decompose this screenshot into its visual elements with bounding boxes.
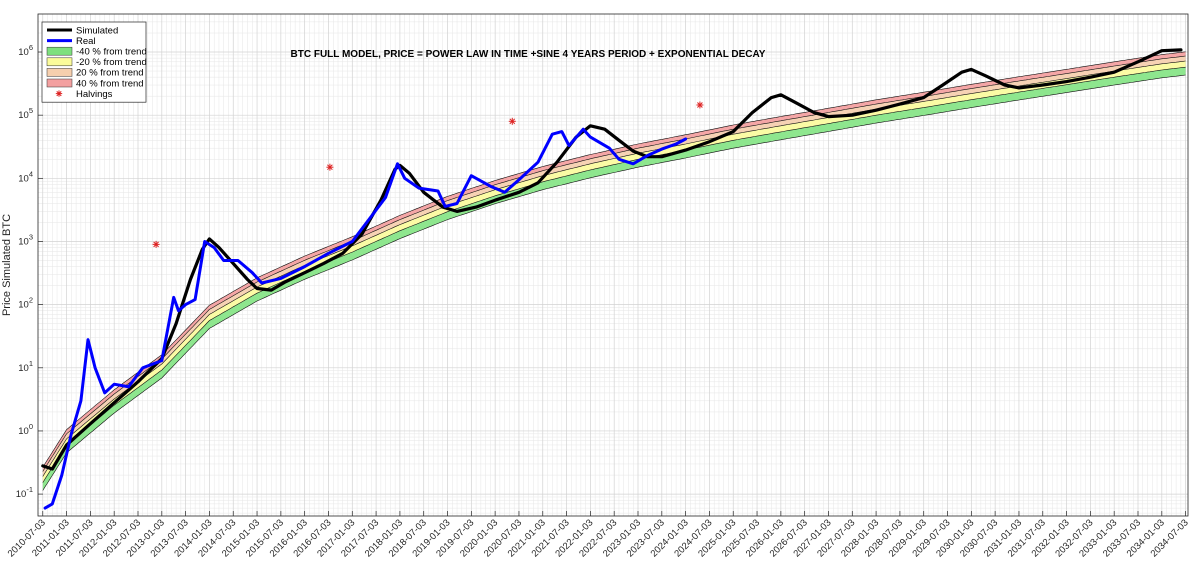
halving-markers bbox=[152, 101, 704, 248]
halving-marker bbox=[152, 240, 160, 248]
legend-label: Halvings bbox=[76, 89, 113, 100]
legend-item: Halvings bbox=[55, 89, 113, 100]
legend-swatch-marker bbox=[56, 90, 62, 97]
simulated-line bbox=[41, 48, 1183, 471]
halving-marker bbox=[508, 117, 516, 125]
halving-marker bbox=[696, 101, 704, 109]
legend-item: -20 % from trend bbox=[46, 57, 147, 68]
legend-swatch-patch bbox=[46, 46, 73, 56]
y-tick-label: 103 bbox=[18, 232, 33, 247]
legend-item: 40 % from trend bbox=[46, 78, 144, 89]
legend-label: -20 % from trend bbox=[76, 57, 147, 68]
legend-label: -40 % from trend bbox=[76, 47, 147, 58]
legend-label: Real bbox=[76, 36, 96, 47]
minor-grid bbox=[38, 14, 1188, 516]
y-tick-label: 105 bbox=[18, 106, 33, 121]
legend-swatch-patch bbox=[46, 68, 73, 77]
legend-item: 20 % from trend bbox=[46, 68, 144, 79]
y-tick-label: 102 bbox=[18, 296, 33, 311]
y-tick-label: 100 bbox=[18, 422, 33, 437]
axis-ticks bbox=[38, 51, 1186, 516]
y-tick-label: 10-1 bbox=[16, 485, 33, 500]
series-lines bbox=[41, 48, 1183, 510]
band-edge-line bbox=[42, 66, 1186, 483]
legend-swatch-patch bbox=[46, 78, 73, 88]
band-edge-line bbox=[42, 60, 1186, 477]
plot-frame bbox=[37, 13, 1189, 517]
legend-swatch-patch bbox=[46, 57, 73, 67]
band-edge-line bbox=[42, 74, 1186, 491]
y-tick-labels: 10-1 100 101 102 103 104 105 106 bbox=[16, 43, 33, 500]
real-line bbox=[43, 127, 688, 510]
y-tick-label: 101 bbox=[18, 359, 33, 374]
y-tick-label: 106 bbox=[18, 43, 33, 58]
legend-item: -40 % from trend bbox=[46, 46, 147, 58]
legend-label: 40 % from trend bbox=[76, 78, 144, 89]
legend-item: Real bbox=[47, 36, 96, 47]
legend-label: 20 % from trend bbox=[76, 68, 144, 79]
y-tick-label: 104 bbox=[18, 169, 33, 184]
legend-item: Simulated bbox=[47, 25, 118, 36]
halving-marker bbox=[326, 163, 334, 171]
y-axis-label: Price Simulated BTC bbox=[1, 214, 13, 316]
legend-label: Simulated bbox=[76, 25, 118, 36]
chart-title: BTC FULL MODEL, PRICE = POWER LAW IN TIM… bbox=[291, 49, 766, 60]
